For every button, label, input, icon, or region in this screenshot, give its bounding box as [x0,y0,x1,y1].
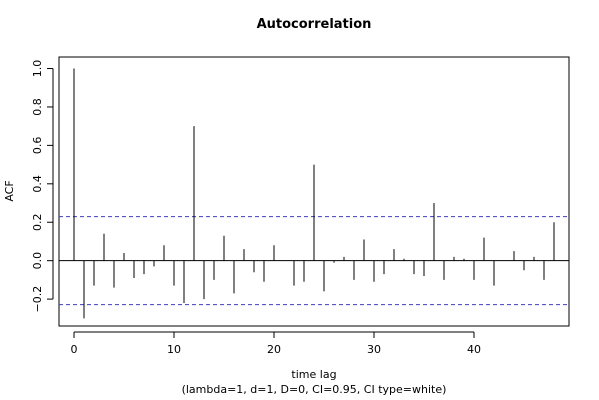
y-tick-label: 0.4 [31,175,44,193]
x-axis-label: time lag [291,368,336,381]
y-tick-label: 1.0 [31,60,44,78]
x-tick-label: 0 [71,343,78,356]
x-axis-subtitle: (lambda=1, d=1, D=0, CI=0.95, CI type=wh… [182,383,447,396]
chart-title: Autocorrelation [257,17,372,32]
x-tick-label: 40 [467,343,481,356]
plot-frame [58,56,570,327]
x-tick-label: 10 [167,343,181,356]
y-tick-label: 0.2 [31,213,44,231]
x-axis: 0 10 20 30 40 [71,331,481,356]
y-axis: −0.2 0.0 0.2 0.4 0.6 0.8 1.0 [31,60,54,313]
x-tick-label: 30 [367,343,381,356]
y-tick-label: 0.8 [31,98,44,116]
y-tick-label: 0.6 [31,137,44,155]
y-axis-label: ACF [3,180,16,201]
x-tick-label: 20 [267,343,281,356]
y-tick-label: 0.0 [31,252,44,270]
y-tick-label: −0.2 [31,286,44,313]
acf-spikes [73,68,555,319]
